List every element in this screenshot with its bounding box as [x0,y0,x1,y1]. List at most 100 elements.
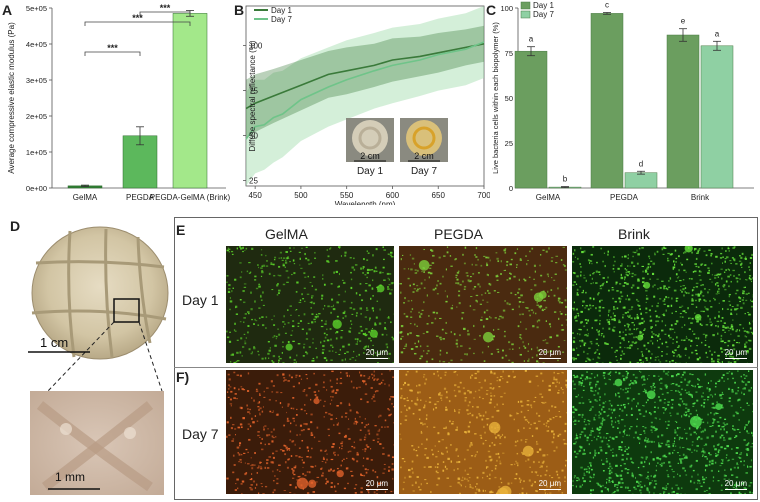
bar [624,172,658,189]
panel-label-d: D [10,218,21,234]
series-line-day1 [245,43,485,110]
micrograph-speckles [226,246,394,363]
col-header-gelma: GelMA [265,226,308,242]
x-axis-label: Wavelength (nm) [335,200,396,205]
x-tick-label: 650 [432,191,446,200]
micrograph-speckles [572,370,753,494]
scale-label: 20 μm [724,348,747,357]
significance-label: *** [132,13,143,23]
inset-photo-day1: 2 cm [346,118,394,162]
scale-label-1mm: 1 mm [55,470,85,484]
chart-b: 450 500 550 600 650 700 25 50 75 100 Wavelength (n… [243,5,490,205]
significance-letter: a [715,29,720,38]
series-line-day7 [245,41,485,140]
y-tick-label: 100 [500,4,513,13]
significance-bracket [84,51,141,56]
legend-label: Day 1 [271,6,292,15]
inset-label: Day 7 [411,166,438,177]
y-tick-label: 25 [505,139,513,148]
y-axis-label: Average compressive elastic modulus (Pa) [7,22,16,174]
legend-label: Day 7 [533,10,554,19]
bar [514,50,548,189]
scale-bar [539,489,561,490]
chart-a: 0e+00 1e+05 2e+05 3e+05 4e+05 5e+05 Average co… [7,3,230,202]
y-tick-label: 50 [505,94,513,103]
significance-bracket [84,21,191,26]
x-tick-label: 600 [386,191,400,200]
y-tick-label: 4e+05 [26,40,47,49]
y-axis-label: Live bacteria cells within each biopolym… [491,22,500,174]
bar [172,13,208,189]
significance-letter: b [563,175,568,184]
y-axis-label: Diffuse spectral reflectance (%) [248,40,257,151]
microscopy-row-divider [174,367,758,368]
confidence-band-day1 [246,25,484,138]
x-tick-label: GelMA [536,193,561,202]
col-header-brink: Brink [618,226,650,242]
scaffold-disc [31,226,169,360]
bar [700,45,734,189]
panel-label-a: A [2,2,13,18]
row-label-day1: Day 1 [182,292,219,308]
significance-bracket [139,11,191,16]
micrograph-gelma-day1: 20 μm [226,246,394,363]
micrograph-speckles [226,370,394,494]
panel-label-b: B [234,2,245,18]
bar [590,13,624,189]
legend-swatch [520,10,531,19]
scale-label-1cm: 1 cm [40,335,68,350]
y-tick-label: 0 [509,184,513,193]
scale-bar [366,358,388,359]
significance-label: *** [160,3,171,13]
bar [666,34,700,189]
legend-swatch [520,1,531,10]
x-tick-label: GelMA [73,193,98,202]
zoom-photo [30,391,164,495]
scale-label: 20 μm [365,479,388,488]
panel-label-e: E [176,222,186,238]
scale-bar [725,358,747,359]
x-tick-label: Brink [691,193,710,202]
scale-label: 20 μm [538,479,561,488]
significance-letter: d [639,159,643,168]
scale-bar [539,358,561,359]
scaffold-photo: 1 cm 1 mm [28,226,169,495]
inset-disc [352,120,388,156]
x-tick-label: PEGDA-GelMA (Brink) [150,193,230,202]
micrograph-speckles [399,370,567,494]
micrograph-pegda-day1: 20 μm [399,246,567,363]
x-tick-label: PEGDA [610,193,639,202]
x-tick-label: 700 [477,191,490,200]
inset-ring [358,126,382,150]
x-tick-label: 450 [248,191,262,200]
inset-disc [406,120,442,156]
y-tick-label: 25 [249,177,258,186]
inset-scale-label: 2 cm [414,151,434,161]
inset-label: Day 1 [357,166,384,177]
panel-label-f: F) [176,369,190,385]
y-tick-label: 2e+05 [26,112,47,121]
micrograph-speckles [572,246,753,363]
significance-letter: e [681,17,686,26]
micrograph-pegda-day7: 20 μm [399,370,567,494]
scale-label: 20 μm [724,479,747,488]
plot-frame [245,5,485,187]
panel-label-c: C [486,2,497,18]
x-tick-label: 550 [340,191,354,200]
scale-label: 20 μm [365,348,388,357]
y-tick-label: 75 [249,87,258,96]
row-label-day7: Day 7 [182,426,219,442]
significance-letter: c [605,1,609,10]
legend-label: Day 1 [533,1,554,10]
y-tick-label: 75 [505,49,513,58]
col-header-pegda: PEGDA [434,226,484,242]
y-tick-label: 1e+05 [26,148,47,157]
x-tick-label: 500 [294,191,308,200]
inset-scale-label: 2 cm [360,151,380,161]
y-tick-label: 3e+05 [26,76,47,85]
y-tick-label: 100 [249,42,263,51]
inset-ring [412,126,436,150]
microscopy-frame [174,217,758,500]
inset-photo-day7: 2 cm [400,118,448,162]
